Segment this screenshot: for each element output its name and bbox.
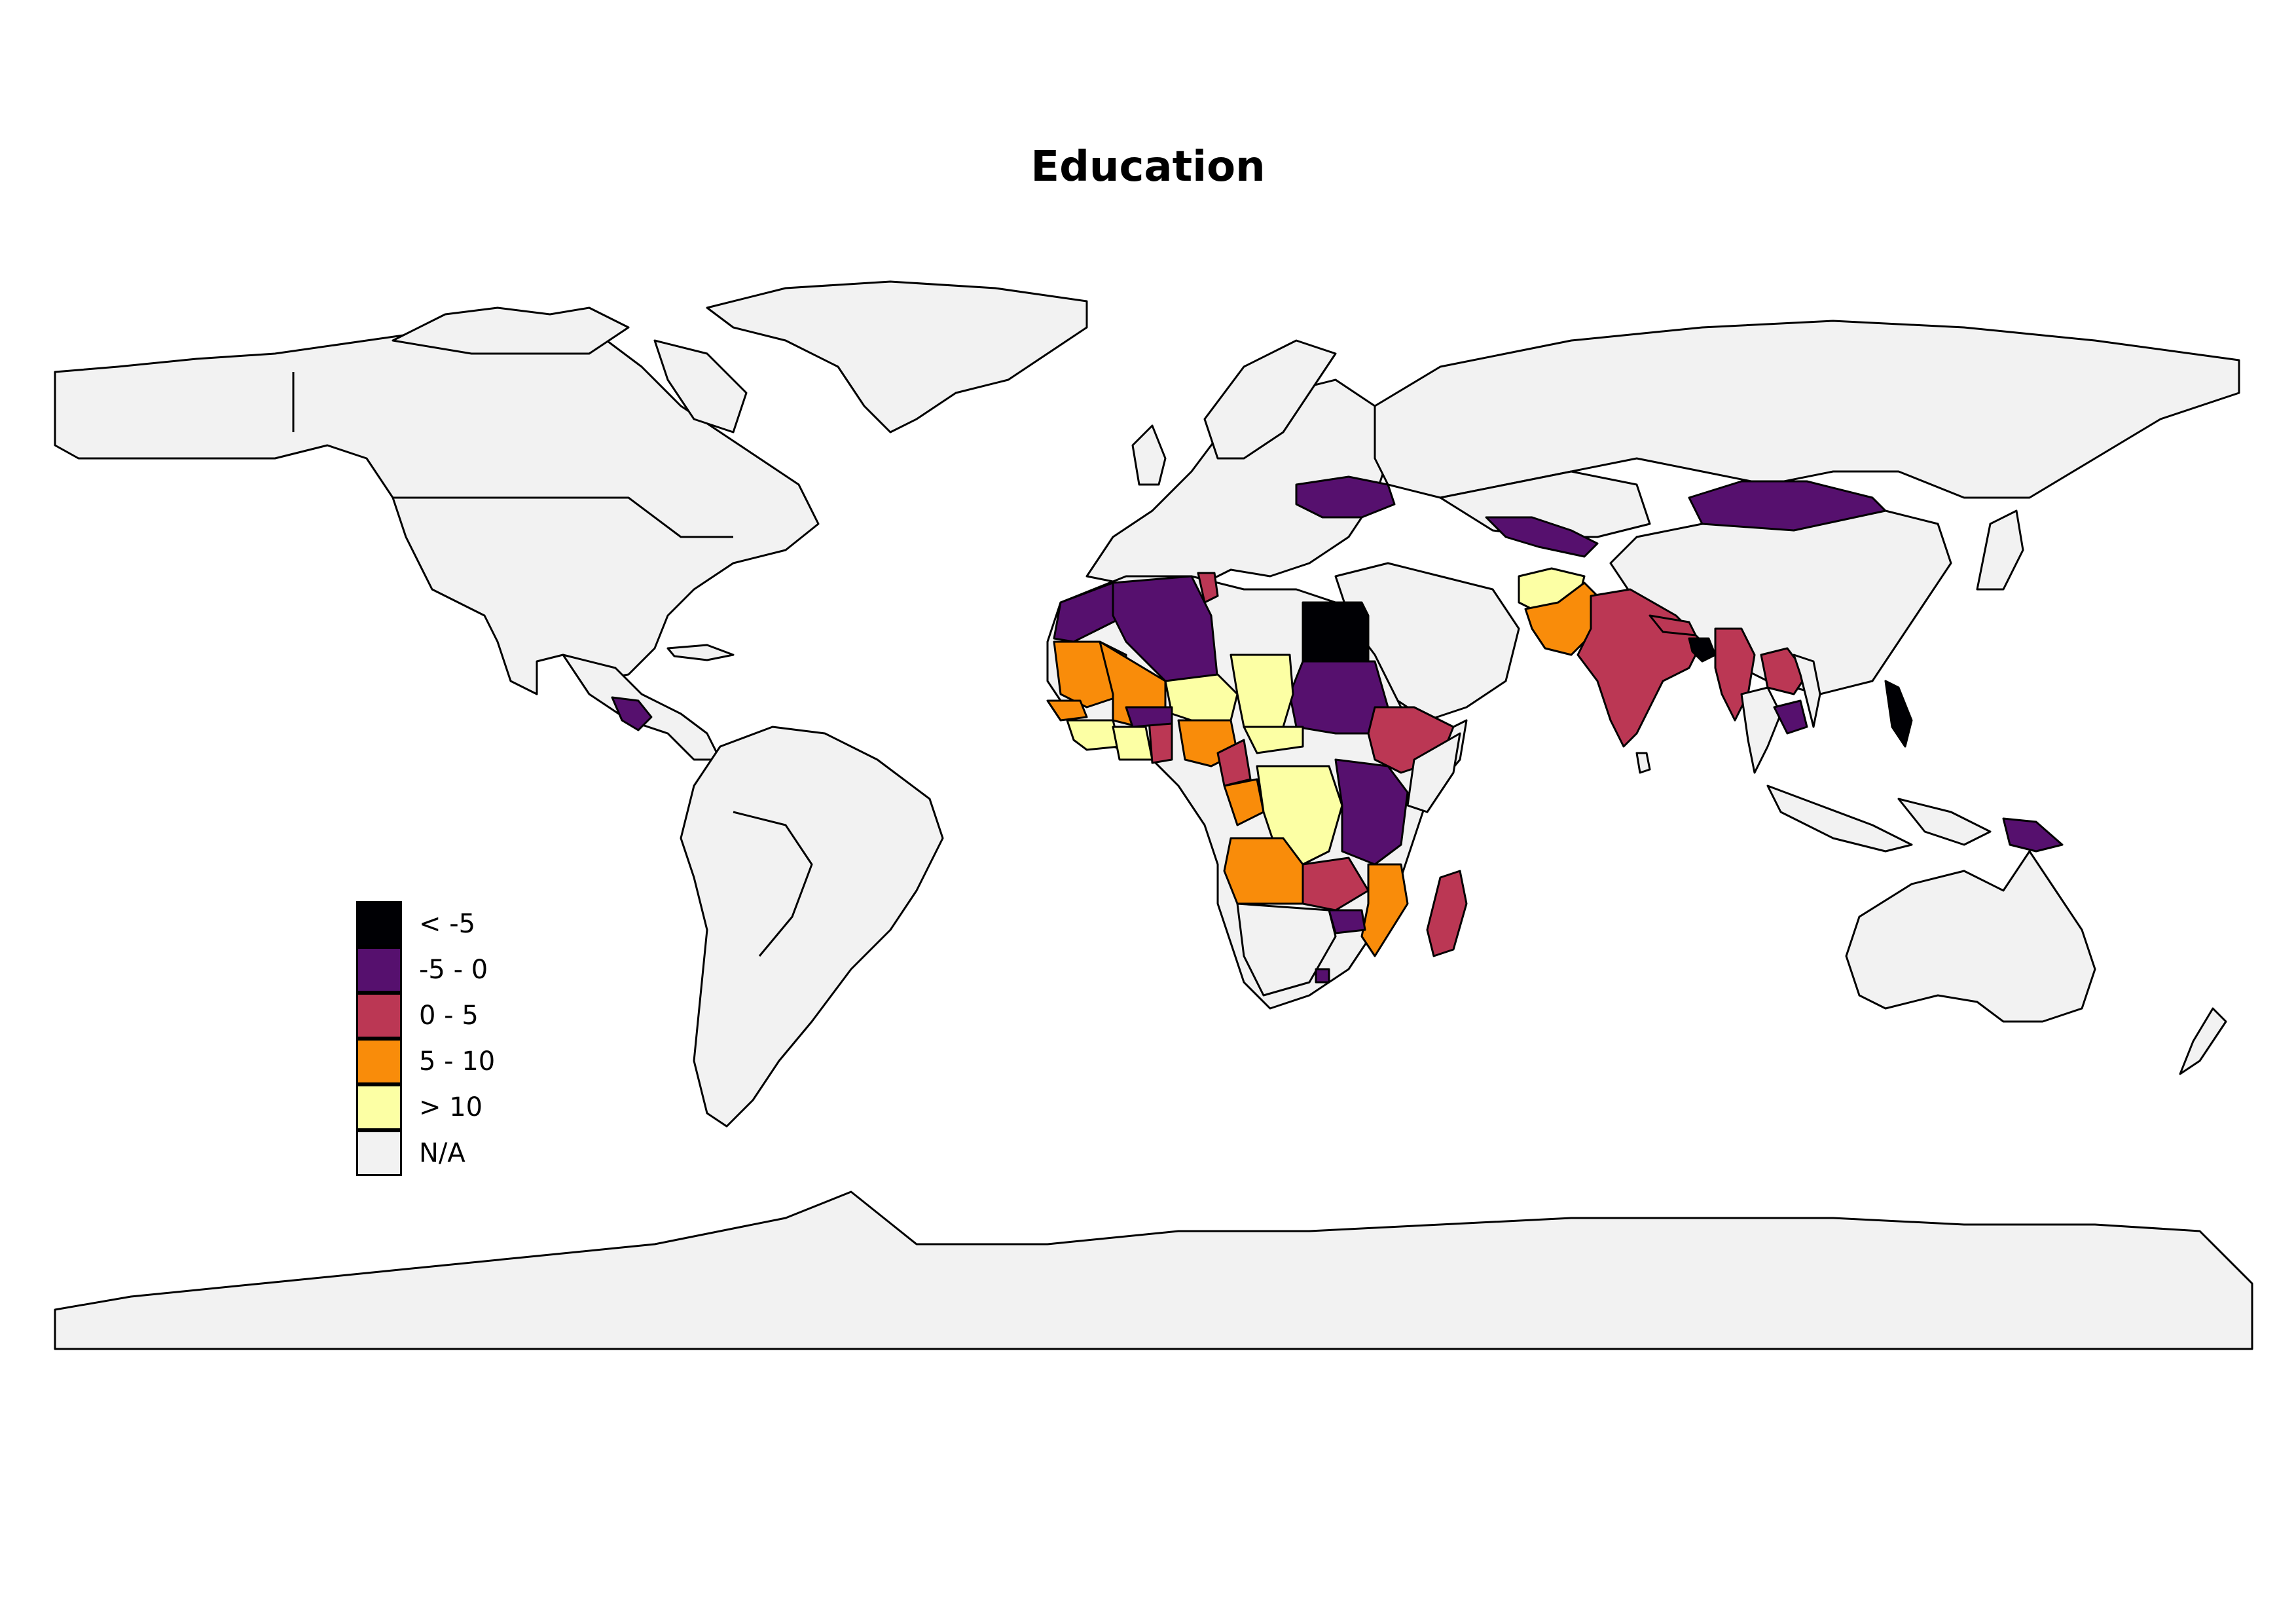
region-namibia-botswana: [1236, 902, 1337, 997]
legend-label: 5 - 10: [419, 1046, 496, 1077]
legend-swatch: [356, 1130, 402, 1176]
region-bangladesh: [1688, 637, 1717, 663]
region-cambodia: [1773, 699, 1808, 735]
region-kyrgyz-tajik: [1485, 516, 1599, 558]
region-uk: [1131, 424, 1167, 486]
legend-label: N/A: [419, 1138, 465, 1168]
region-cameroon: [1216, 739, 1252, 787]
region-antarctica: [54, 1190, 2253, 1350]
region-egypt: [1302, 601, 1370, 663]
region-vietnam: [1793, 654, 1821, 728]
region-us-canada-border: [393, 496, 733, 538]
region-thailand: [1740, 686, 1782, 774]
legend-item: N/A: [356, 1130, 495, 1176]
region-angola: [1223, 837, 1304, 905]
legend-item: -5 - 0: [356, 947, 495, 993]
legend-swatch: [356, 993, 402, 1039]
region-ghana-togo: [1148, 719, 1173, 764]
legend-item: < -5: [356, 901, 495, 947]
region-car: [1243, 726, 1304, 754]
region-uganda-kenya-tanzania: [1334, 758, 1409, 866]
region-madagascar: [1426, 870, 1468, 957]
region-somalia: [1406, 732, 1461, 813]
region-arctic-islands: [392, 306, 630, 355]
region-nepal: [1649, 614, 1697, 637]
region-burkina: [1125, 706, 1173, 728]
region-cote-divoire: [1112, 726, 1154, 761]
region-brazil-border: [733, 811, 813, 957]
region-mozambique: [1360, 863, 1409, 957]
region-tunisia: [1197, 572, 1219, 604]
legend-label: 0 - 5: [419, 1001, 479, 1031]
region-new-zealand: [2179, 1007, 2227, 1075]
map-title: Education: [1030, 143, 1266, 191]
region-russia: [1374, 320, 2240, 499]
legend-swatch: [356, 947, 402, 993]
region-indonesia-east: [1897, 798, 1992, 846]
legend-label: > 10: [419, 1092, 483, 1122]
region-scandinavia: [1203, 339, 1337, 460]
region-australia: [1845, 850, 2096, 1023]
region-zambia: [1302, 857, 1370, 912]
legend-item: 5 - 10: [356, 1039, 495, 1084]
legend-swatch: [356, 1039, 402, 1084]
legend-label: < -5: [419, 909, 476, 939]
region-cuba: [666, 644, 735, 661]
region-japan: [1976, 509, 2024, 591]
region-senegal: [1046, 699, 1088, 722]
legend-item: 0 - 5: [356, 993, 495, 1039]
region-baffin: [653, 339, 748, 434]
region-sri-lanka: [1635, 752, 1651, 774]
region-ukraine: [1295, 475, 1396, 519]
legend-swatch: [356, 901, 402, 947]
region-philippines: [1884, 680, 1913, 748]
region-guinea: [1066, 719, 1121, 751]
region-honduras-nicaragua: [611, 696, 653, 731]
region-lesotho: [1315, 968, 1330, 984]
legend-swatch: [356, 1084, 402, 1130]
region-greenland: [706, 280, 1088, 434]
legend-item: > 10: [356, 1084, 495, 1130]
region-indonesia-west: [1766, 784, 1913, 853]
map-legend: < -5 -5 - 0 0 - 5 5 - 10 > 10 N/A: [356, 901, 495, 1176]
legend-label: -5 - 0: [419, 955, 488, 985]
region-south-america: [680, 726, 944, 1128]
region-papua-new-guinea: [2002, 817, 2064, 853]
